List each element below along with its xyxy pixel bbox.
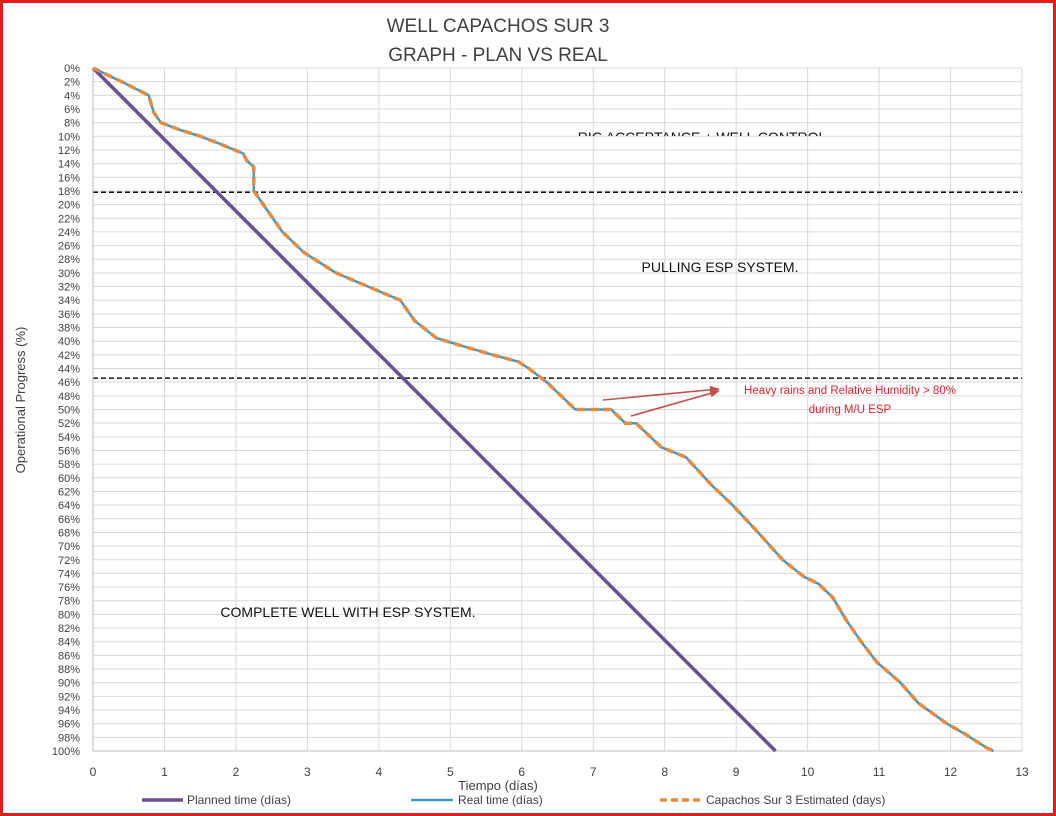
y-tick-label: 40% [58,336,80,348]
zone-label-rig-acceptance: RIG ACCEPTANCE + WELL CONTROL [578,129,827,145]
y-tick-label: 12% [58,145,80,157]
annotation-arrow-2 [630,389,720,417]
x-tick-label: 11 [873,765,886,779]
chart-title-line1: WELL CAPACHOS SUR 3 [387,16,610,37]
y-tick-label: 30% [58,268,80,280]
series-line-1 [91,66,777,753]
x-tick-label: 13 [1015,765,1029,779]
series-line-3 [92,66,995,753]
x-tick-label: 3 [304,765,311,779]
x-tick-label: 0 [90,765,97,779]
x-tick-label: 1 [161,765,168,779]
y-tick-label: 26% [58,241,80,253]
x-tick-label: 5 [447,765,454,779]
y-tick-label: 4% [64,90,80,102]
legend-label-planned: Planned time (días) [187,793,291,807]
y-tick-label: 0% [64,63,80,75]
y-tick-label: 54% [58,432,80,444]
y-tick-label: 14% [58,159,80,171]
y-tick-label: 32% [58,282,80,294]
legend: Planned time (días) Real time (días) Cap… [142,793,885,807]
y-tick-label: 18% [58,186,80,198]
y-tick-label: 94% [58,705,80,717]
reference-lines [93,191,1022,379]
y-tick-label: 68% [58,527,80,539]
x-tick-label: 8 [661,765,668,779]
y-tick-label: 36% [58,309,80,321]
y-tick-label: 70% [58,541,80,553]
y-tick-label: 96% [58,719,80,731]
axes [92,68,1022,752]
y-tick-label: 10% [58,131,80,143]
y-tick-label: 100% [52,746,80,758]
y-tick-label: 82% [58,623,80,635]
x-tick-labels: 0 1 2 3 4 5 6 7 8 9 10 11 12 13 [90,765,1029,779]
x-tick-label: 7 [590,765,597,779]
x-tick-label: 4 [376,765,383,779]
y-tick-label: 6% [64,104,80,116]
y-tick-label: 84% [58,637,80,649]
annotation-arrows [602,385,720,417]
annotation-line2: during M/U ESP [809,404,892,416]
y-tick-label: 66% [58,514,80,526]
legend-label-estimated: Capachos Sur 3 Estimated (days) [706,793,885,807]
y-tick-label: 2% [64,77,80,89]
zone-label-complete-well: COMPLETE WELL WITH ESP SYSTEM. [220,604,475,620]
y-tick-label: 38% [58,323,80,335]
x-tick-label: 12 [944,765,958,779]
y-tick-label: 58% [58,459,80,471]
y-tick-label: 50% [58,405,80,417]
chart-title-line2: GRAPH - PLAN VS REAL [388,45,608,66]
series-lines [91,66,995,753]
y-tick-label: 90% [58,678,80,690]
y-tick-label: 16% [58,172,80,184]
grid [92,67,1023,752]
y-tick-label: 76% [58,582,80,594]
y-tick-label: 48% [58,391,80,403]
y-axis-label: Operational Progress (%) [13,327,28,474]
x-tick-label: 2 [233,765,240,779]
annotation-arrow-1 [602,385,720,401]
y-tick-label: 22% [58,213,80,225]
y-tick-label: 92% [58,691,80,703]
y-tick-label: 72% [58,555,80,567]
annotation-line1: Heavy rains and Relative Humidity > 80% [744,385,956,397]
y-tick-label: 78% [58,596,80,608]
x-axis-label: Tiempo (días) [458,778,538,793]
y-tick-label: 56% [58,445,80,457]
x-tick-label: 9 [733,765,740,779]
y-tick-label: 28% [58,254,80,266]
y-tick-label: 20% [58,200,80,212]
y-tick-label: 52% [58,418,80,430]
y-tick-label: 64% [58,500,80,512]
y-tick-label: 42% [58,350,80,362]
y-tick-label: 74% [58,568,80,580]
y-tick-label: 34% [58,295,80,307]
y-tick-label: 24% [58,227,80,239]
x-tick-label: 10 [801,765,815,779]
y-tick-label: 44% [58,364,80,376]
x-tick-label: 6 [518,765,525,779]
y-tick-label: 46% [58,377,80,389]
y-tick-label: 86% [58,650,80,662]
y-tick-label: 8% [64,118,80,130]
legend-label-real: Real time (días) [458,793,543,807]
zone-label-pulling-esp: PULLING ESP SYSTEM. [642,259,799,275]
y-tick-label: 80% [58,609,80,621]
y-tick-label: 60% [58,473,80,485]
y-tick-label: 62% [58,486,80,498]
y-tick-labels: 0% 2%4% 6% 8%10% 12% 14%16% 18% 20%22% 24% 26%28%… [52,63,80,758]
y-tick-label: 98% [58,732,80,744]
y-tick-label: 88% [58,664,80,676]
